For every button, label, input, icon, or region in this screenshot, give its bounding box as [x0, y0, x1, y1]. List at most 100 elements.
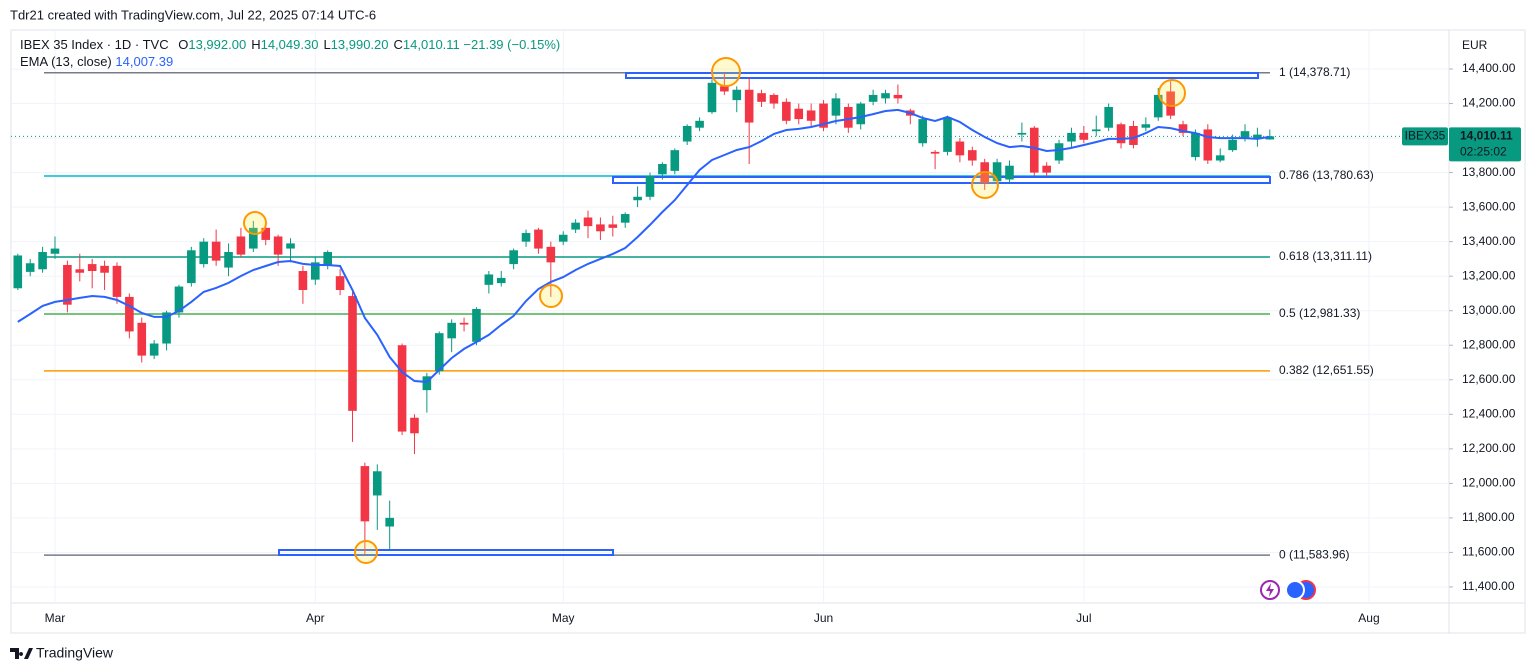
- tag-countdown: 02:25:02: [1460, 145, 1507, 159]
- candle-body: [1240, 131, 1250, 139]
- ema-value: 14,007.39: [115, 54, 173, 69]
- fib-label: 0 (11,583.96): [1279, 547, 1350, 561]
- candle-body: [1054, 143, 1064, 161]
- fib-label: 0.382 (12,651.55): [1279, 363, 1374, 377]
- candle-body: [856, 103, 866, 125]
- candle-body: [596, 224, 605, 232]
- change: −21.39 (−0.15%): [463, 37, 560, 52]
- currency[interactable]: EUR: [1462, 38, 1488, 52]
- highlight-circle: [354, 540, 378, 564]
- zone-box: [278, 549, 614, 556]
- candle-body: [794, 108, 804, 120]
- candle-body: [38, 252, 47, 270]
- x-tick-label: Jun: [814, 611, 833, 625]
- candle-body: [422, 376, 432, 391]
- candle-body: [137, 322, 147, 356]
- candle-body: [174, 286, 184, 313]
- candle-body: [1104, 106, 1113, 128]
- candle-body: [670, 150, 680, 171]
- candle-body: [868, 94, 878, 102]
- y-tick-label: 14,200.00: [1462, 96, 1516, 110]
- candle-body: [558, 234, 568, 242]
- y-tick-label: 13,000.00: [1462, 303, 1516, 317]
- ohlc: O13,992.00 H14,049.30 L13,990.20 C14,010.11: [178, 37, 460, 52]
- ohlc-key: L: [323, 37, 330, 52]
- fib-label: 1 (14,378.71): [1279, 65, 1350, 79]
- candle-body: [1042, 165, 1051, 173]
- candle-body: [1067, 132, 1076, 142]
- y-tick-label: 12,000.00: [1462, 476, 1516, 490]
- candle-body: [459, 322, 469, 325]
- candle-body: [658, 163, 667, 175]
- candle-body: [571, 222, 580, 230]
- ema-legend: EMA (13, close) 14,007.39: [20, 54, 173, 69]
- zone-box: [625, 72, 1259, 79]
- candle-body: [1141, 124, 1151, 128]
- candle-body: [955, 141, 965, 156]
- grid: [11, 30, 1449, 603]
- candle-body: [881, 93, 890, 99]
- y-tick-label: 14,400.00: [1462, 61, 1516, 75]
- x-tick-label: Aug: [1358, 611, 1379, 625]
- candle-body: [509, 250, 518, 265]
- symbol: IBEX 35 Index · 1D · TVC: [20, 37, 169, 52]
- ohlc-key: O: [178, 37, 188, 52]
- x-tick-label: Jul: [1076, 611, 1091, 625]
- candle-body: [1017, 132, 1027, 135]
- candle-body: [112, 265, 122, 297]
- highlight-circle: [539, 284, 563, 308]
- x-tick-label: May: [552, 611, 575, 625]
- candle-body: [1253, 134, 1262, 139]
- candle-body: [261, 227, 271, 240]
- candle-body: [583, 217, 593, 227]
- candle-body: [63, 264, 72, 305]
- y-tick-label: 12,200.00: [1462, 441, 1516, 455]
- candle-body: [695, 120, 704, 128]
- highlight-circle: [1158, 79, 1186, 107]
- y-tick-label: 13,400.00: [1462, 234, 1516, 248]
- y-tick-label: 12,400.00: [1462, 406, 1516, 420]
- y-tick-label: 11,600.00: [1462, 545, 1515, 559]
- zone-box: [612, 176, 1271, 184]
- footer: TradingView: [10, 645, 114, 661]
- candle-body: [311, 262, 320, 280]
- y-tick-label: 11,800.00: [1462, 510, 1515, 524]
- highlight-circle: [711, 57, 741, 87]
- candle-body: [831, 98, 841, 116]
- candle-body: [918, 119, 928, 144]
- candle-body: [385, 517, 394, 527]
- candle-body: [286, 243, 295, 249]
- candle-body: [992, 162, 1002, 182]
- candle-body: [125, 296, 134, 332]
- candle-body: [1079, 132, 1089, 140]
- candle-body: [1029, 127, 1039, 173]
- candle-body: [732, 89, 742, 101]
- ohlc-key: C: [394, 37, 403, 52]
- candle-body: [397, 345, 407, 432]
- candle-body: [608, 224, 618, 228]
- candle-body: [187, 250, 196, 284]
- candle-body: [720, 86, 729, 92]
- candle-body: [806, 110, 816, 121]
- candle-body: [348, 296, 357, 411]
- event-icon: [1285, 580, 1305, 600]
- candle-body: [224, 252, 233, 268]
- y-tick-label: 13,600.00: [1462, 199, 1516, 213]
- candle-body: [893, 94, 903, 99]
- candle-body: [13, 255, 23, 289]
- candle-body: [1228, 139, 1237, 151]
- candle-body: [1166, 91, 1175, 116]
- fib-label: 0.786 (13,780.63): [1279, 168, 1374, 182]
- candle-body: [87, 264, 97, 272]
- candle-body: [162, 312, 171, 344]
- candle-body: [744, 89, 754, 123]
- candle-body: [25, 263, 35, 272]
- candle-body: [1005, 165, 1014, 180]
- candle-body: [100, 265, 109, 273]
- ohlc-value: 14,010.11: [403, 37, 460, 52]
- candle-body: [782, 101, 791, 121]
- fib-label: 0.618 (13,311.11): [1279, 249, 1372, 263]
- y-tick-label: 12,800.00: [1462, 337, 1516, 351]
- event-icon: [1266, 583, 1274, 597]
